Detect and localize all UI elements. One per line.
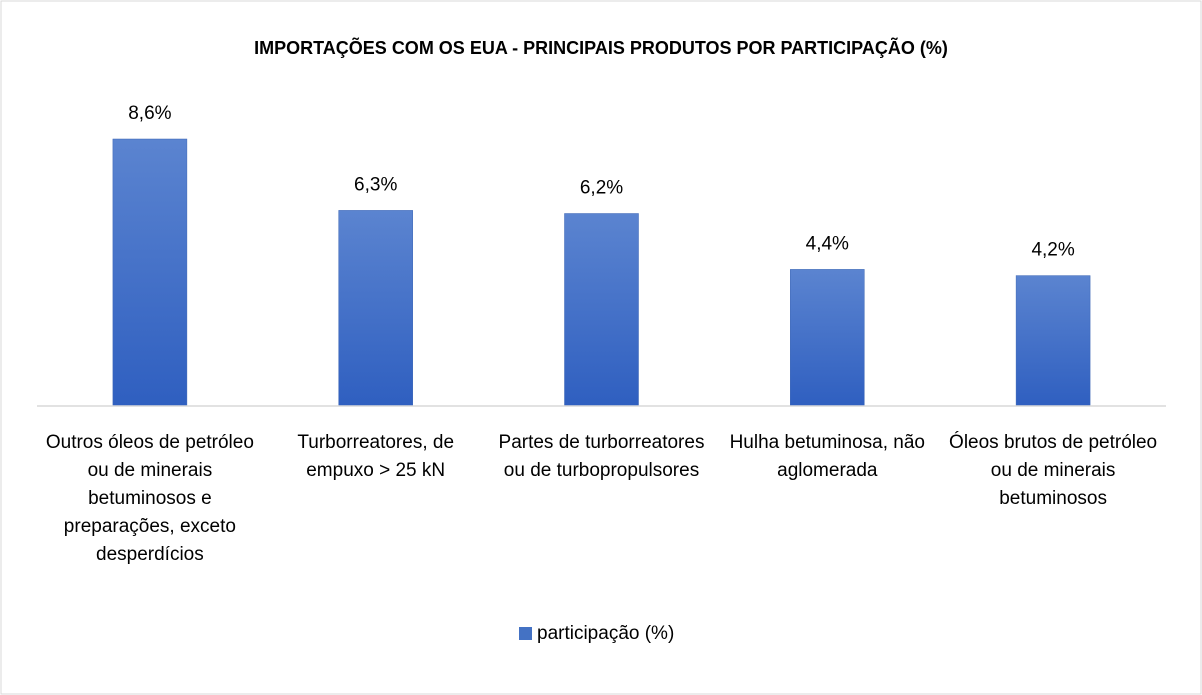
data-label: 4,2% <box>1031 240 1074 261</box>
legend-swatch <box>519 627 532 640</box>
data-label: 4,4% <box>806 233 849 254</box>
bar <box>564 213 639 407</box>
x-tick-label: Óleos brutos de petróleo ou de minerais … <box>949 432 1158 509</box>
chart-title: IMPORTAÇÕES COM OS EUA - PRINCIPAIS PROD… <box>254 37 948 58</box>
x-tick-label: Partes de turborreatores ou de turboprop… <box>498 432 705 481</box>
bar <box>790 269 865 407</box>
x-tick-label: Turborreatores, de empuxo > 25 kN <box>297 432 455 481</box>
x-tick-label: Hulha betuminosa, não aglomerada <box>729 432 925 481</box>
data-label: 6,3% <box>354 174 397 195</box>
data-label: 8,6% <box>128 103 171 124</box>
bar <box>338 210 413 407</box>
data-label: 6,2% <box>580 178 623 199</box>
bar <box>1015 275 1091 407</box>
x-tick-label: Outros óleos de petróleo ou de minerais … <box>45 432 254 565</box>
legend-label: participação (%) <box>537 623 674 644</box>
bar <box>112 138 188 407</box>
